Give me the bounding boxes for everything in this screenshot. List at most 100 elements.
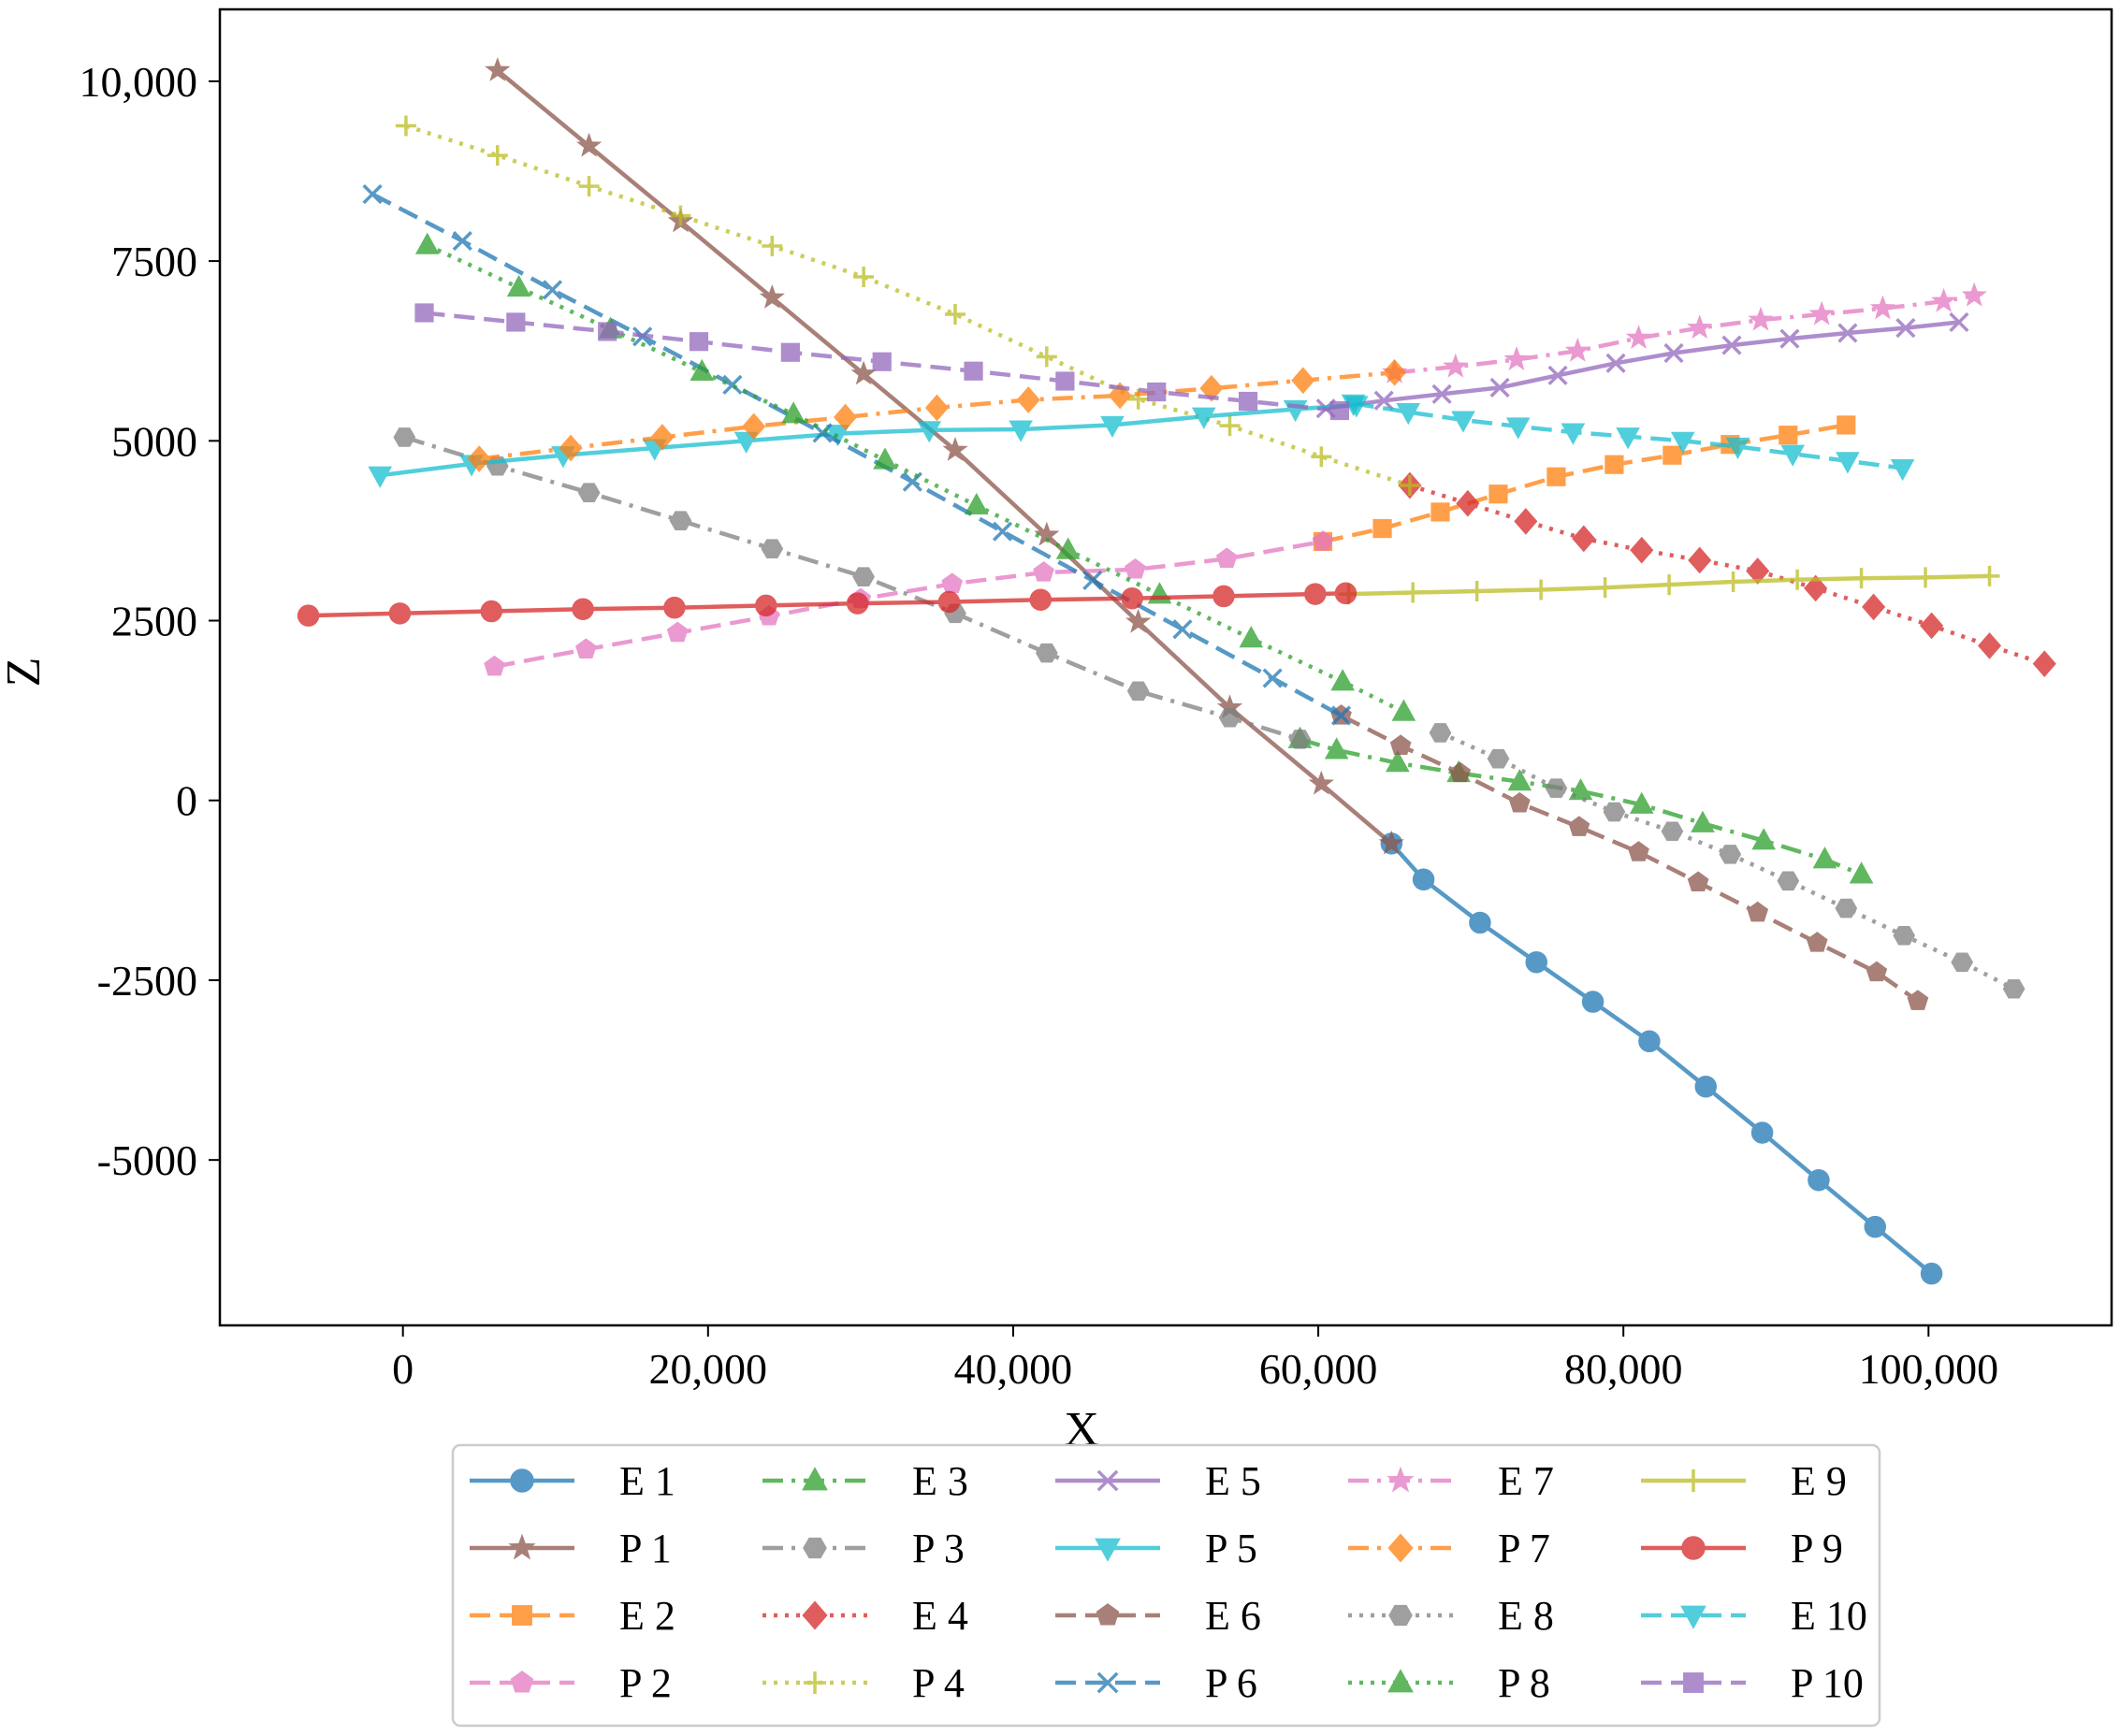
data-point-p-4 <box>762 235 783 256</box>
data-point-e-3 <box>1751 828 1777 850</box>
data-point-e-7 <box>1443 353 1469 378</box>
data-point-p-7 <box>1199 374 1224 402</box>
legend-label: P 6 <box>1205 1660 1257 1706</box>
data-point-p-4 <box>395 115 416 137</box>
legend-handle <box>762 1537 867 1559</box>
legend-item-p-9: P 9 <box>1641 1526 1843 1571</box>
data-point-p-4 <box>944 303 966 325</box>
data-point-p-9 <box>1334 582 1358 605</box>
legend: E 1 P 1 E 2 P 2 E 3 P 3 E 4 P 4 E 5 P 5 E 6 P 6 E 7 P… <box>451 1443 1881 1728</box>
data-point-e-10 <box>1836 452 1860 474</box>
data-point-p-6 <box>1262 668 1283 688</box>
legend-label: E 7 <box>1498 1458 1554 1504</box>
data-point-e-9 <box>1915 567 1937 588</box>
data-point-p-1 <box>942 436 968 461</box>
data-point-e-7 <box>1931 287 1957 312</box>
data-point-p-6 <box>1082 570 1103 591</box>
data-point-p-3 <box>577 483 601 502</box>
legend-marker <box>802 1467 828 1491</box>
legend-item-e-7: E 7 <box>1348 1458 1554 1504</box>
legend-item-e-10: E 10 <box>1641 1593 1867 1639</box>
data-point-p-9 <box>663 596 686 619</box>
data-point-p-1 <box>485 57 511 81</box>
data-point-e-1 <box>1638 1030 1661 1053</box>
legend-handle <box>1348 1604 1453 1627</box>
legend-label: P 2 <box>619 1660 672 1706</box>
data-point-e-8 <box>1951 952 1974 973</box>
legend-handle <box>1055 1603 1160 1626</box>
legend-marker <box>1096 1469 1119 1492</box>
data-point-e-6 <box>1806 932 1828 952</box>
data-point-p-2 <box>1033 561 1054 582</box>
legend-label: E 6 <box>1205 1593 1261 1639</box>
data-point-p-3 <box>393 427 416 447</box>
data-point-e-6 <box>1568 816 1590 836</box>
data-point-p-8 <box>873 447 897 470</box>
series-line-e-4 <box>1409 483 2046 666</box>
data-point-p-4 <box>1311 446 1332 468</box>
y-axis-label: Z <box>0 658 51 687</box>
data-point-p-8 <box>414 232 440 254</box>
series-group <box>297 57 2056 1285</box>
legend-marker <box>508 1533 536 1560</box>
data-point-p-10 <box>506 312 526 332</box>
legend-handle <box>1641 1469 1746 1492</box>
data-point-e-5 <box>1431 383 1452 404</box>
legend-handle <box>470 1468 574 1493</box>
data-point-p-10 <box>414 303 434 323</box>
series-e-1 <box>1380 832 1943 1285</box>
y-tick-label: -5000 <box>97 1136 197 1184</box>
series-e-7 <box>1381 282 1987 383</box>
legend-item-p-3: P 3 <box>762 1526 965 1571</box>
data-point-e-8 <box>1893 926 1916 946</box>
legend-handle <box>470 1533 574 1560</box>
data-point-e-9 <box>1531 579 1552 600</box>
legend-marker <box>512 1605 532 1626</box>
data-point-e-3 <box>1691 810 1715 832</box>
x-tick-label: 60,000 <box>1259 1345 1378 1393</box>
data-point-e-5 <box>1721 335 1742 355</box>
legend-item-e-4: E 4 <box>762 1593 968 1639</box>
legend-label: E 8 <box>1498 1593 1554 1639</box>
series-line-e-2 <box>1322 423 1847 544</box>
data-point-p-6 <box>722 374 743 395</box>
legend-item-p-8: P 8 <box>1348 1660 1550 1706</box>
data-point-e-5 <box>1373 390 1394 411</box>
data-point-p-10 <box>1147 382 1167 402</box>
data-point-e-6 <box>1907 990 1929 1010</box>
data-point-e-9 <box>1659 574 1680 596</box>
data-point-p-3 <box>1035 643 1058 663</box>
data-point-p-8 <box>1330 669 1355 691</box>
legend-item-p-2: P 2 <box>470 1660 672 1706</box>
data-point-e-2 <box>1605 455 1624 474</box>
data-point-e-1 <box>1750 1121 1774 1144</box>
data-point-p-9 <box>388 602 412 625</box>
legend-item-e-1: E 1 <box>470 1458 675 1504</box>
data-point-e-5 <box>1895 318 1916 339</box>
axes: 0 20,000 40,000 60,000 80,000 100,000 10,000 75… <box>0 7 2113 1456</box>
data-point-e-1 <box>1525 950 1547 974</box>
legend-handle <box>1641 1605 1746 1629</box>
series-line-e-5 <box>1325 320 1960 411</box>
data-point-p-7 <box>559 434 583 462</box>
data-point-p-10 <box>1329 400 1349 421</box>
data-point-p-7 <box>924 394 949 422</box>
data-point-p-1 <box>1308 770 1334 795</box>
data-point-p-8 <box>1055 537 1081 559</box>
series-e-8 <box>1429 723 2026 999</box>
data-point-p-8 <box>1239 626 1264 648</box>
legend-item-e-3: E 3 <box>762 1458 968 1504</box>
legend-label: E 4 <box>912 1593 968 1639</box>
data-point-e-4 <box>1862 593 1886 621</box>
legend-marker <box>510 1671 534 1693</box>
legend-handle <box>1641 1672 1746 1693</box>
data-point-p-5 <box>1100 415 1125 439</box>
data-point-e-4 <box>1630 536 1654 564</box>
data-point-e-10 <box>1890 458 1915 482</box>
data-point-p-2 <box>941 572 964 593</box>
data-point-p-8 <box>690 358 715 382</box>
y-tick-label: 7500 <box>111 238 197 285</box>
data-point-e-5 <box>1837 323 1858 343</box>
data-point-e-9 <box>1466 581 1488 602</box>
legend-marker <box>1095 1538 1121 1562</box>
